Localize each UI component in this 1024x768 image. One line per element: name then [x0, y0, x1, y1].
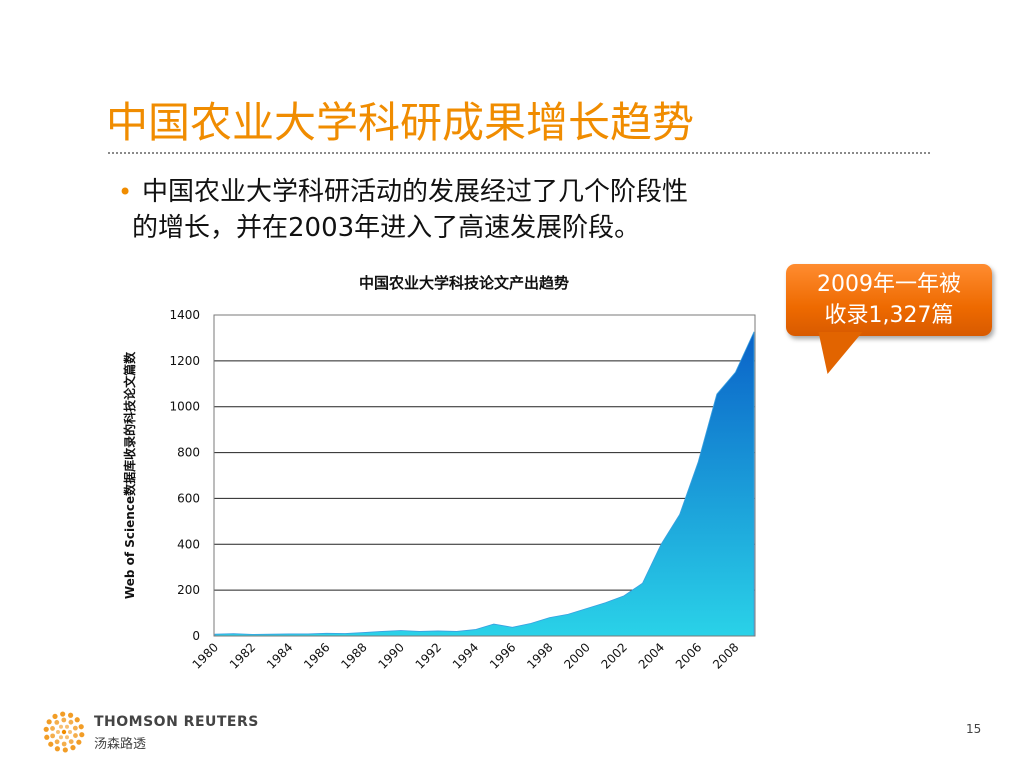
area-chart: 中国农业大学科技论文产出趋势 Web of Science数据库收录的科技论文篇…	[122, 274, 756, 672]
x-tick-label: 2008	[710, 640, 741, 671]
x-tick-label: 2006	[673, 640, 704, 671]
y-tick-label: 600	[177, 491, 200, 505]
x-tick-label: 1984	[264, 640, 295, 671]
y-axis-label: Web of Science数据库收录的科技论文篇数	[122, 351, 137, 599]
x-tick-label: 1986	[301, 640, 332, 671]
x-tick-label: 1996	[487, 640, 518, 671]
callout-pointer	[809, 332, 863, 374]
bullet-dot-icon: •	[118, 178, 133, 206]
y-tick-label: 1200	[169, 354, 200, 368]
bullet-line-2: 的增长，并在2003年进入了高速发展阶段。	[132, 213, 641, 243]
x-tick-label: 2002	[599, 640, 630, 671]
x-tick-label: 1980	[190, 640, 221, 671]
x-tick-label: 2000	[561, 640, 592, 671]
x-tick-label: 1982	[227, 640, 258, 671]
callout-box: 2009年一年被 收录1,327篇	[786, 264, 992, 336]
y-tick-label: 400	[177, 537, 200, 551]
x-tick-label: 1990	[375, 640, 406, 671]
callout-line-1: 2009年一年被	[817, 272, 961, 297]
y-tick-label: 800	[177, 446, 200, 460]
y-axis-ticks: 0 200 400 600 800 1000 1200 1400	[169, 308, 200, 643]
x-tick-label: 2004	[636, 640, 667, 671]
title-divider	[108, 152, 930, 154]
slide-title: 中国农业大学科研成果增长趋势	[106, 98, 695, 147]
page-number: 15	[966, 722, 982, 736]
x-tick-label: 1994	[450, 640, 481, 671]
y-tick-label: 200	[177, 583, 200, 597]
x-tick-label: 1992	[413, 640, 444, 671]
company-name-cn: 汤森路透	[94, 737, 147, 752]
x-axis-ticks: 1980 1982 1984 1986 1988 1990 1992 1994 1996 1998…	[190, 640, 742, 671]
chart-title: 中国农业大学科技论文产出趋势	[359, 274, 569, 292]
y-tick-label: 1000	[169, 400, 200, 414]
company-name-en: THOMSON REUTERS	[94, 714, 259, 730]
y-tick-label: 0	[192, 629, 200, 643]
series-area	[214, 331, 755, 637]
x-tick-label: 1998	[524, 640, 555, 671]
thomson-reuters-logo-icon	[43, 711, 85, 753]
callout-line-2: 收录1,327篇	[824, 303, 954, 328]
bullet-line-1: 中国农业大学科研活动的发展经过了几个阶段性	[142, 177, 689, 207]
plot-frame	[213, 314, 756, 637]
x-tick-label: 1988	[338, 640, 369, 671]
y-tick-label: 1400	[169, 308, 200, 322]
